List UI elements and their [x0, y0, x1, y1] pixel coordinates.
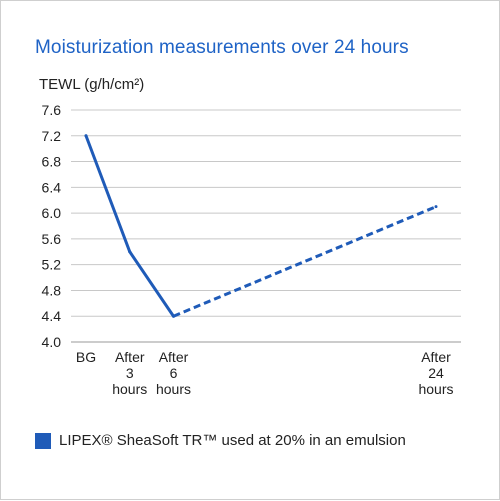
x-tick-label: 6 [170, 365, 178, 381]
x-tick-label: hours [418, 381, 453, 397]
y-tick-label: 6.4 [42, 179, 62, 195]
y-tick-label: 5.6 [42, 231, 62, 247]
y-tick-label: 6.8 [42, 154, 62, 170]
data-point-2 [172, 314, 175, 318]
series-solid-segment-0 [84, 134, 132, 254]
x-tick-label: hours [112, 381, 147, 397]
label-layer: 7.67.26.86.46.05.65.24.84.44.0BG After3ho… [42, 102, 454, 397]
y-tick-label: 7.2 [42, 128, 62, 144]
x-tick-label: hours [156, 381, 191, 397]
y-tick-label: 5.2 [42, 257, 62, 273]
data-point-3 [434, 205, 438, 209]
x-tick-label: 3 [126, 365, 134, 381]
y-tick-label: 4.8 [42, 282, 62, 298]
x-tick-label: After [159, 349, 189, 365]
series-layer [84, 134, 438, 318]
x-tick-label: 24 [428, 365, 444, 381]
y-tick-label: 4.0 [42, 334, 62, 350]
series-solid-segment-1 [128, 250, 175, 318]
y-axis-label: TEWL (g/h/cm²) [39, 76, 145, 93]
x-tick-label: BG [76, 349, 96, 365]
legend: LIPEX® SheaSoft TR™ used at 20% in an em… [35, 432, 406, 449]
chart-title: Moisturization measurements over 24 hour… [35, 37, 409, 58]
legend-label: LIPEX® SheaSoft TR™ used at 20% in an em… [59, 432, 406, 449]
data-point-0 [84, 134, 88, 138]
series-dashed-segment-0 [172, 205, 437, 318]
y-tick-label: 4.4 [42, 308, 62, 324]
legend-swatch [35, 432, 51, 449]
y-tick-label: 7.6 [42, 102, 62, 118]
data-point-1 [128, 250, 132, 254]
x-tick-label: After [421, 349, 451, 365]
grid-layer [71, 109, 461, 343]
y-tick-label: 6.0 [42, 205, 62, 221]
x-tick-label: After [115, 349, 145, 365]
